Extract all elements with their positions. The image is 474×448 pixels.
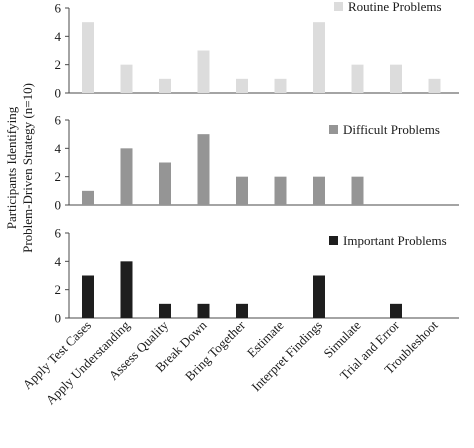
legend-2: Difficult Problems — [329, 122, 440, 137]
panel-3: 0 2 4 6 Important Problems — [55, 226, 459, 326]
bar-trial-and-error — [390, 303, 402, 318]
legend-1: Routine Problems — [334, 0, 442, 14]
legend-swatch — [329, 236, 338, 245]
y-axis-label-line-2: Problem-Driven Strategy (n=10) — [20, 83, 35, 253]
bar-assess-quality — [159, 78, 171, 93]
bar-assess-quality — [159, 162, 171, 205]
bar-apply-test-cases — [82, 190, 94, 205]
y-tick-label: 0 — [55, 198, 62, 213]
y-tick-label: 4 — [55, 29, 62, 44]
bar-bring-together — [236, 176, 248, 205]
legend-swatch — [334, 2, 343, 11]
legend-label: Routine Problems — [348, 0, 442, 14]
bar-break-down — [197, 303, 210, 318]
bar-break-down — [197, 50, 210, 93]
bar-break-down — [197, 134, 210, 205]
legend-3: Important Problems — [329, 233, 447, 248]
bar-simulate — [351, 64, 364, 93]
x-category-label: Apply Test Cases — [19, 318, 94, 393]
y-tick-label: 0 — [55, 86, 62, 101]
bar-interpret-findings — [313, 275, 325, 318]
bar-assess-quality — [159, 303, 171, 318]
bar-bring-together — [236, 78, 248, 93]
bar-apply-understanding — [120, 148, 133, 205]
legend-label: Important Problems — [343, 233, 447, 248]
y-axis-label-line-1: Participants Identifying — [4, 106, 19, 229]
bar-interpret-findings — [313, 176, 325, 205]
y-tick-label: 2 — [55, 57, 62, 72]
panel-1: 0 2 4 6 Routine Problems — [55, 0, 459, 101]
y-axis-label: Participants Identifying Problem-Driven … — [4, 83, 35, 253]
bar-estimate — [274, 176, 287, 205]
y-tick-label: 6 — [55, 1, 62, 16]
legend-swatch — [329, 125, 338, 134]
y-tick-label: 6 — [55, 226, 62, 241]
bar-trial-and-error — [390, 64, 402, 93]
bar-estimate — [274, 78, 287, 93]
panel-2: 0 2 4 6 Difficult Problems — [55, 113, 459, 213]
bar-apply-understanding — [120, 261, 133, 318]
legend-label: Difficult Problems — [343, 122, 440, 137]
x-category-label: Interpret Findings — [248, 318, 325, 395]
bar-bring-together — [236, 303, 248, 318]
bar-troubleshoot — [428, 78, 441, 93]
chart-panels: 0 2 4 6 Routine Problems 0 2 4 6 Difficult Proble… — [55, 0, 459, 326]
bar-apply-test-cases — [82, 22, 94, 94]
bar-apply-test-cases — [82, 275, 94, 318]
bar-simulate — [351, 176, 364, 205]
y-tick-label: 0 — [55, 311, 62, 326]
y-tick-label: 2 — [55, 169, 62, 184]
bar-apply-understanding — [120, 64, 133, 93]
bar-interpret-findings — [313, 22, 325, 94]
y-tick-label: 6 — [55, 113, 62, 128]
y-tick-label: 4 — [55, 141, 62, 156]
y-tick-label: 4 — [55, 254, 62, 269]
y-tick-label: 2 — [55, 282, 62, 297]
